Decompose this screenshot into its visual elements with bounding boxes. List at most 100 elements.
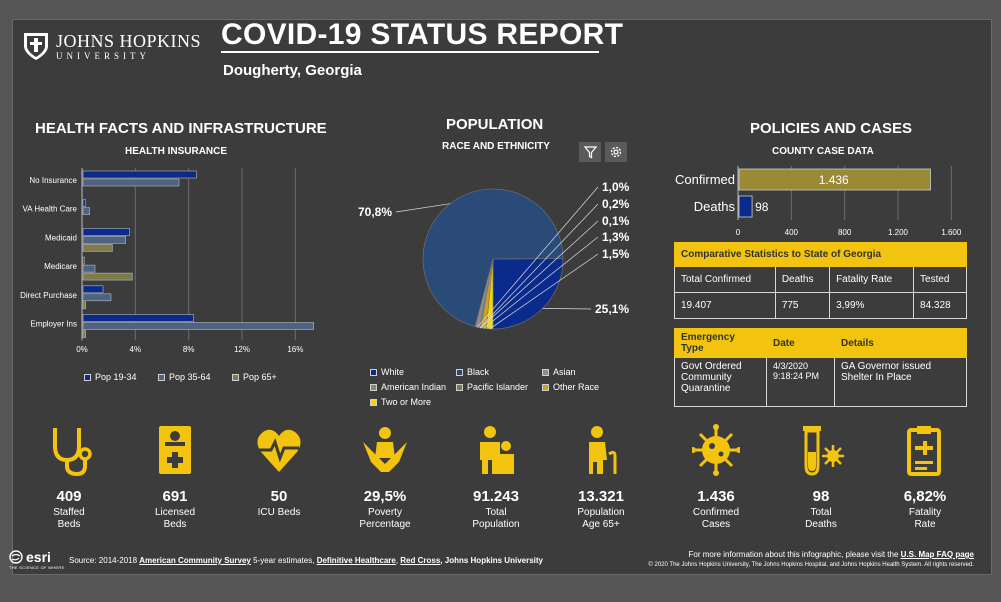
metric-icon-wrap	[776, 424, 866, 476]
source-mid1: 5-year estimates,	[250, 556, 317, 565]
comparative-header-fatality: Fatality Rate	[829, 266, 915, 293]
esri-logo: esri THE SCIENCE OF WHERE	[9, 549, 65, 570]
y-category-label: Medicare	[44, 262, 77, 271]
insurance-bar	[82, 170, 197, 179]
gear-icon	[610, 146, 622, 158]
globe-icon	[9, 550, 23, 564]
y-category-label: VA Health Care	[22, 205, 77, 214]
race-pie-chart: 25,1% 70,8% 1,0% 0,2% 0,1% 1,3% 1,5%	[358, 180, 630, 330]
pie-data-label: 0,1%	[602, 214, 630, 228]
acs-link[interactable]: American Community Survey	[139, 556, 251, 565]
metric-icon-wrap	[24, 424, 114, 476]
comparative-value-deaths: 775	[774, 292, 831, 319]
source-end: , Johns Hopkins University	[440, 556, 543, 565]
comparative-header-confirmed: Total Confirmed	[674, 266, 776, 293]
metric-icon-wrap	[130, 424, 220, 476]
esri-tagline: THE SCIENCE OF WHERE	[9, 565, 65, 570]
emergency-table: Emergency Type Date Details Govt Ordered…	[674, 328, 967, 407]
case-bar	[738, 168, 931, 191]
metric-value: 1.436	[697, 488, 735, 505]
logo-name: JOHNS HOPKINS	[56, 30, 202, 51]
pie-leader-line	[483, 236, 599, 329]
source-mid2: ,	[395, 556, 401, 565]
legend-label: Other Race	[553, 382, 600, 392]
insurance-bar	[82, 322, 314, 330]
y-category-label: Medicaid	[45, 233, 77, 242]
comparative-table: Comparative Statistics to State of Georg…	[674, 242, 967, 319]
emergency-date: 4/3/2020 9:18:24 PM	[766, 357, 835, 407]
metric-card: 29,5% Poverty Percentage	[340, 424, 430, 531]
insurance-bar	[82, 293, 112, 302]
esri-wordmark: esri	[26, 549, 51, 565]
pie-slice	[486, 258, 494, 330]
case-value-label: 1.436	[819, 173, 849, 187]
case-category-label: Confirmed	[675, 172, 735, 187]
comparative-value-tested: 84.328	[913, 292, 967, 319]
source-prefix: Source: 2014-2018	[69, 556, 140, 565]
case-bar	[738, 195, 753, 218]
source-text: Source: 2014-2018 American Community Sur…	[69, 556, 543, 565]
emergency-header-type: Emergency Type	[674, 328, 767, 358]
metric-icon-wrap	[234, 424, 324, 476]
metric-label: Staffed Beds	[53, 507, 85, 530]
case-category-label: Deaths	[694, 199, 736, 214]
race-legend-item: White	[370, 367, 404, 377]
metric-icon-wrap	[880, 424, 970, 476]
pie-leader-line	[480, 220, 599, 329]
legend-label: American Indian	[381, 382, 447, 392]
insurance-bar	[82, 256, 85, 265]
insurance-legend-item: Pop 65+	[232, 372, 277, 382]
race-legend-item: Asian	[542, 367, 576, 377]
insurance-bar	[82, 272, 133, 281]
pie-data-label: 1,0%	[602, 180, 630, 194]
county-case-chart: 0 400 800 1.200 1.600 Confirmed 1.436 Deaths 98	[675, 166, 962, 237]
copyright-text: © 2020 The Johns Hopkins University, The…	[648, 562, 974, 568]
jhu-logo: JOHNS HOPKINS UNIVERSITY	[22, 30, 201, 62]
insurance-bar	[82, 264, 96, 273]
elderly-person-icon	[589, 426, 617, 474]
page-title: COVID-19 STATUS REPORT	[221, 18, 624, 51]
hospital-bed-icon	[159, 426, 191, 474]
metric-value: 13.321	[578, 488, 624, 505]
location-title: Dougherty, Georgia	[223, 62, 362, 79]
legend-swatch	[542, 383, 549, 391]
legend-label: Two or More	[381, 397, 432, 407]
settings-button[interactable]	[605, 142, 627, 162]
helping-hands-icon	[363, 427, 407, 472]
insurance-bar	[82, 199, 86, 208]
comparative-table-title: Comparative Statistics to State of Georg…	[674, 242, 967, 267]
metric-value: 409	[56, 488, 82, 505]
metric-card: 50 ICU Beds	[234, 424, 324, 519]
definitive-link[interactable]: Definitive Healthcare	[316, 556, 396, 565]
jhu-shield-icon	[24, 33, 48, 60]
legend-label: White	[381, 367, 405, 377]
clipboard-icon	[907, 426, 941, 476]
race-legend-item: Two or More	[370, 397, 431, 407]
logo-sub: UNIVERSITY	[56, 50, 150, 61]
race-legend-item: Other Race	[542, 382, 599, 392]
legend-label: Asian	[553, 367, 576, 377]
metric-card: 1.436 Confirmed Cases	[671, 424, 761, 531]
legend-swatch	[158, 373, 165, 381]
metric-label: ICU Beds	[257, 507, 301, 518]
info-text: For more information about this infograp…	[689, 550, 974, 559]
heart-pulse-icon	[257, 429, 301, 472]
legend-swatch	[370, 383, 377, 391]
virus-icon	[692, 424, 740, 476]
case-chart-title: COUNTY CASE DATA	[772, 146, 874, 157]
legend-swatch	[232, 373, 239, 381]
faq-link[interactable]: U.S. Map FAQ page	[900, 550, 974, 559]
metric-icon-wrap	[451, 424, 541, 476]
insurance-bar	[82, 244, 113, 252]
race-legend-item: American Indian	[370, 382, 446, 392]
pie-leader-line	[489, 253, 599, 330]
health-chart-title: HEALTH INSURANCE	[125, 146, 228, 157]
metric-label: Population Age 65+	[577, 507, 625, 530]
metric-card: 98 Total Deaths	[776, 424, 866, 531]
pie-data-label: 70,8%	[358, 205, 392, 219]
race-legend-item: Pacific Islander	[456, 382, 528, 392]
metric-value: 29,5%	[363, 488, 407, 505]
info-prefix: For more information about this infograp…	[688, 550, 901, 559]
filter-button[interactable]	[579, 142, 601, 162]
red-cross-link[interactable]: Red Cross	[400, 556, 441, 565]
